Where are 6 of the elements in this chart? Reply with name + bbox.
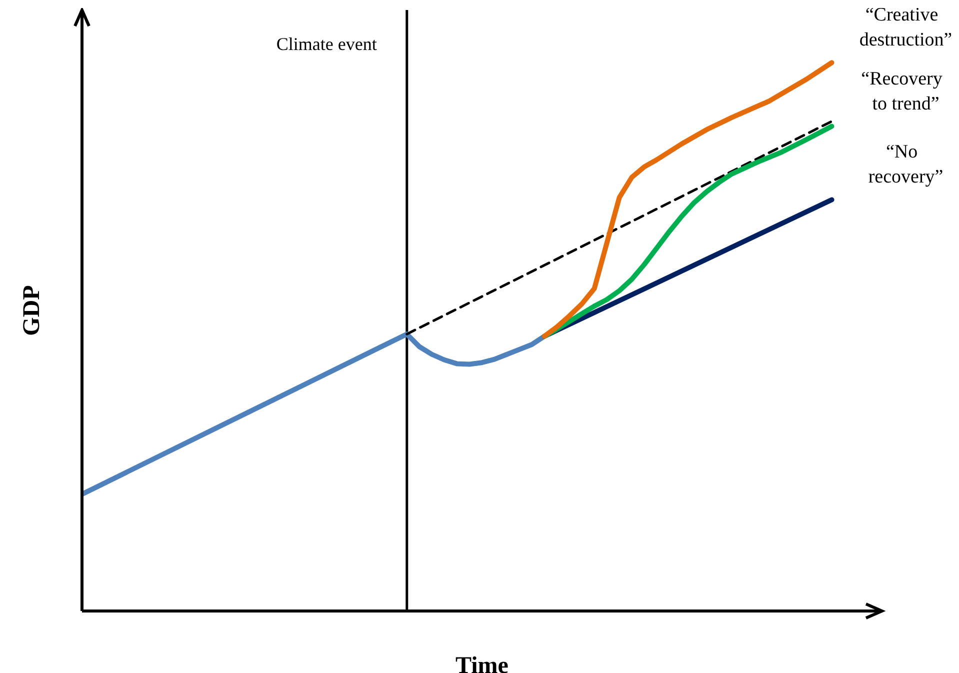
series-label: “Recovery to trend” <box>861 68 943 114</box>
y-axis-title: GDP <box>19 285 45 336</box>
x-axis-title: Time <box>456 653 509 673</box>
text: “No recovery” <box>868 142 944 188</box>
series-label: “Creative destruction” <box>859 4 952 51</box>
text: Climate event <box>276 34 377 54</box>
